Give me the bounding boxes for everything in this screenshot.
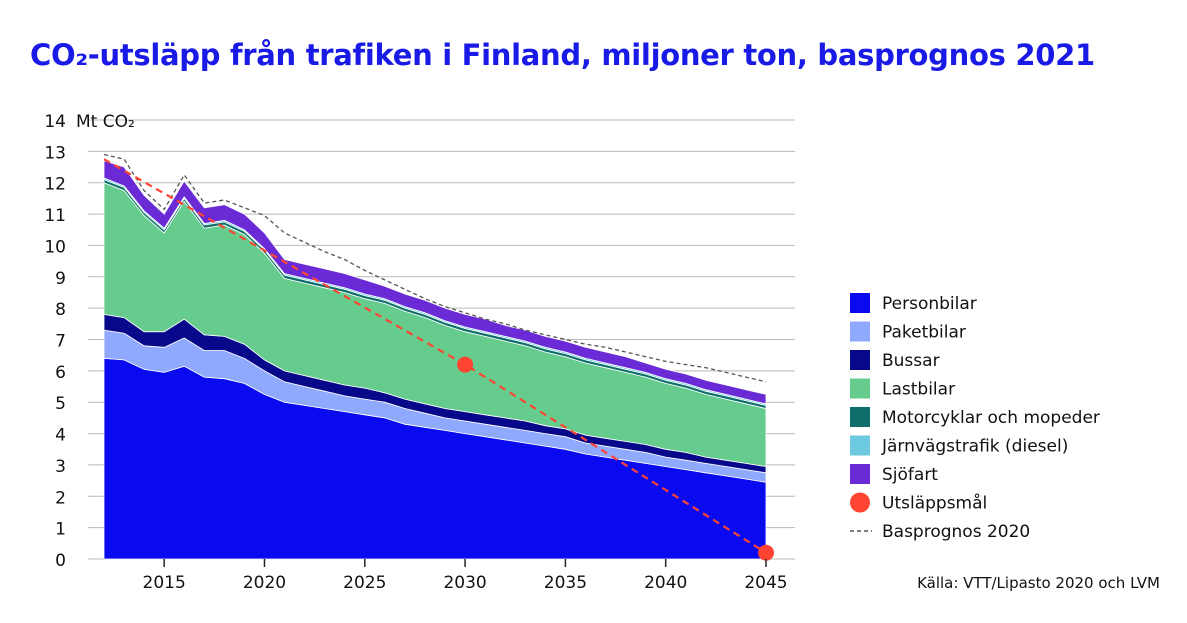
y-tick-label: 1 (55, 520, 66, 540)
x-tick-label: 2025 (343, 573, 386, 593)
legend-swatch (850, 407, 870, 427)
y-tick-label: 10 (44, 237, 66, 257)
x-tick-label: 2020 (243, 573, 286, 593)
legend: Personbilar Paketbilar Bussar Lastbilar Moto… (850, 293, 1100, 542)
legend-label: Bussar (882, 351, 940, 371)
legend-label: Paketbilar (882, 323, 966, 343)
legend-swatch (850, 378, 870, 399)
stacked-areas (103, 160, 767, 560)
target-group (103, 158, 774, 561)
y-tick-label: 12 (44, 175, 66, 195)
legend-swatch (850, 350, 870, 370)
x-tick-label: 2040 (644, 573, 687, 593)
y-tick-label: 13 (44, 143, 66, 163)
legend-label: Motorcyklar och mopeder (882, 408, 1100, 428)
y-axis-label: Mt CO₂ (76, 112, 135, 132)
target-point (758, 544, 774, 561)
y-tick-label: 0 (55, 551, 66, 571)
source-note: Källa: VTT/Lipasto 2020 och LVM (917, 574, 1160, 592)
x-tick-label: 2035 (544, 573, 587, 593)
legend-label: Utsläppsmål (882, 493, 987, 514)
x-tick-label: 2015 (143, 573, 186, 593)
y-tick-label: 7 (55, 332, 66, 352)
y-tick-label: 3 (55, 457, 66, 477)
legend-swatch (850, 321, 870, 342)
legend-label: Personbilar (882, 294, 977, 314)
legend-label: Basprognos 2020 (882, 522, 1030, 542)
legend-label: Lastbilar (882, 380, 955, 400)
target-point (457, 356, 474, 373)
y-tick-label: 5 (55, 394, 66, 414)
x-tick-label: 2030 (443, 573, 486, 593)
legend-swatch (850, 464, 870, 484)
legend-swatch (850, 293, 870, 313)
legend-label: Sjöfart (882, 465, 938, 485)
y-tick-label: 9 (55, 269, 66, 289)
reference-line (103, 153, 767, 383)
reference-line-group (103, 153, 767, 383)
chart-title: CO₂-utsläpp från trafiken i Finland, mil… (30, 38, 1095, 72)
y-tick-label: 11 (44, 206, 66, 226)
y-tick-label: 8 (55, 300, 66, 320)
y-tick-label: 2 (55, 488, 66, 508)
y-tick-label: 4 (55, 426, 66, 446)
y-tick-label: 14 (44, 112, 66, 132)
x-tick-label: 2045 (744, 573, 787, 593)
x-axis-ticks: 2015 2020 2025 2030 2035 2040 2045 (143, 559, 788, 593)
area-sjöfart (103, 160, 767, 405)
legend-label: Järnvägstrafik (diesel) (881, 437, 1068, 457)
legend-swatch (850, 492, 870, 513)
legend-swatch (850, 435, 870, 456)
target-line (103, 158, 767, 554)
y-tick-label: 6 (55, 363, 66, 383)
